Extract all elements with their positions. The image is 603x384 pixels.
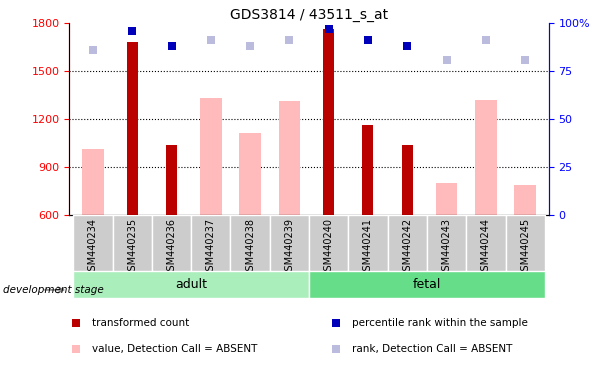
- Bar: [323, 30, 334, 215]
- Bar: [309, 215, 349, 271]
- Bar: [466, 215, 505, 271]
- Text: GSM440234: GSM440234: [88, 218, 98, 277]
- Text: adult: adult: [175, 278, 207, 291]
- Bar: [388, 215, 427, 271]
- Bar: [239, 132, 261, 215]
- Text: GSM440240: GSM440240: [324, 218, 333, 277]
- Bar: [270, 215, 309, 271]
- Text: rank, Detection Call = ABSENT: rank, Detection Call = ABSENT: [352, 344, 513, 354]
- Bar: [349, 215, 388, 271]
- Bar: [436, 183, 457, 215]
- Bar: [191, 215, 230, 271]
- Title: GDS3814 / 43511_s_at: GDS3814 / 43511_s_at: [230, 8, 388, 22]
- Bar: [74, 215, 113, 271]
- Bar: [230, 215, 270, 271]
- Text: percentile rank within the sample: percentile rank within the sample: [352, 318, 528, 328]
- Text: GSM440243: GSM440243: [441, 218, 452, 277]
- Text: GSM440242: GSM440242: [402, 218, 412, 277]
- Text: transformed count: transformed count: [92, 318, 189, 328]
- Text: GSM440241: GSM440241: [363, 218, 373, 277]
- Bar: [74, 271, 309, 298]
- Text: fetal: fetal: [412, 278, 441, 291]
- Text: GSM440238: GSM440238: [245, 218, 255, 277]
- Text: GSM440235: GSM440235: [127, 218, 137, 277]
- Bar: [475, 100, 497, 215]
- Text: GSM440244: GSM440244: [481, 218, 491, 277]
- Bar: [505, 215, 545, 271]
- Bar: [427, 215, 466, 271]
- Text: value, Detection Call = ABSENT: value, Detection Call = ABSENT: [92, 344, 257, 354]
- Bar: [82, 149, 104, 215]
- Bar: [113, 215, 152, 271]
- Bar: [279, 101, 300, 215]
- Bar: [200, 98, 222, 215]
- Text: GSM440236: GSM440236: [166, 218, 177, 277]
- Text: GSM440237: GSM440237: [206, 218, 216, 277]
- Text: GSM440245: GSM440245: [520, 218, 530, 277]
- Bar: [152, 215, 191, 271]
- Text: GSM440239: GSM440239: [285, 218, 294, 277]
- Bar: [402, 146, 413, 215]
- Bar: [309, 271, 545, 298]
- Bar: [362, 125, 373, 215]
- Bar: [514, 185, 536, 215]
- Bar: [127, 42, 137, 215]
- Bar: [166, 145, 177, 215]
- Text: development stage: development stage: [3, 285, 104, 295]
